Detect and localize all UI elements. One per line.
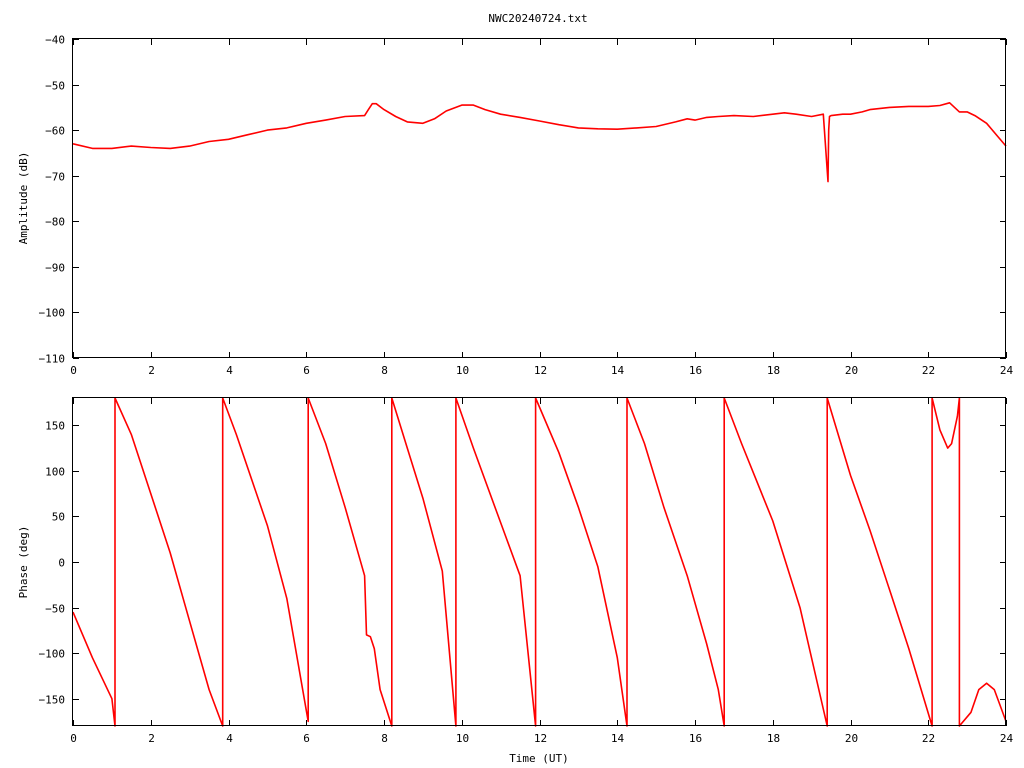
amplitude-y-tick-label: −40 (45, 34, 65, 47)
phase-x-tick-label: 2 (148, 732, 155, 745)
phase-x-tick-label: 20 (845, 732, 858, 745)
phase-y-tick-label: 150 (45, 420, 65, 433)
phase-x-tick-label: 10 (456, 732, 469, 745)
phase-plot-frame (72, 397, 1006, 726)
phase-y-tick-label: −150 (39, 694, 66, 707)
phase-y-tick-label: 0 (58, 557, 65, 570)
amplitude-x-tick-label: 24 (1000, 364, 1014, 377)
amplitude-y-tick-label: −70 (45, 171, 65, 184)
amplitude-x-tick-label: 0 (70, 364, 77, 377)
amplitude-x-tick-label: 20 (845, 364, 858, 377)
phase-x-tick-label: 12 (534, 732, 547, 745)
phase-x-tick-label: 16 (689, 732, 702, 745)
phase-x-tick-label: 18 (767, 732, 780, 745)
amplitude-panel: 0 2 4 6 8 10 12 14 16 18 20 22 24−40−50−60−70−80−90−… (17, 34, 1013, 378)
phase-x-tick-label: 6 (303, 732, 310, 745)
amplitude-series-line (72, 102, 1007, 183)
phase-y-tick-label: 100 (45, 466, 65, 479)
phase-x-tick-label: 4 (226, 732, 233, 745)
phase-y-tick-label: 50 (52, 511, 65, 524)
chart-title: NWC20240724.txt (488, 12, 587, 25)
amplitude-y-axis-label: Amplitude (dB) (17, 152, 30, 245)
phase-panel: 0 2 4 6 8 10 12 14 16 18 20 22 24150100500−50−100−15… (17, 397, 1014, 765)
amplitude-x-tick-label: 12 (534, 364, 547, 377)
phase-x-tick-label: 22 (922, 732, 935, 745)
amplitude-x-tick-label: 6 (303, 364, 310, 377)
amplitude-y-tick-label: −90 (45, 262, 65, 275)
phase-x-tick-label: 24 (1000, 732, 1014, 745)
phase-y-tick-label: −50 (45, 603, 65, 616)
amplitude-y-tick-label: −110 (39, 353, 66, 366)
amplitude-x-tick-label: 2 (148, 364, 155, 377)
phase-x-tick-label: 14 (611, 732, 625, 745)
amplitude-x-tick-label: 16 (689, 364, 702, 377)
amplitude-x-tick-label: 10 (456, 364, 469, 377)
phase-x-tick-label: 8 (381, 732, 388, 745)
amplitude-y-tick-label: −60 (45, 125, 65, 138)
amplitude-x-tick-label: 18 (767, 364, 780, 377)
phase-x-axis-label: Time (UT) (509, 752, 569, 765)
amplitude-plot-frame (72, 38, 1006, 358)
amplitude-y-tick-label: −100 (39, 307, 66, 320)
phase-y-tick-label: −100 (39, 648, 66, 661)
phase-x-tick-label: 0 (70, 732, 77, 745)
amplitude-y-tick-label: −50 (45, 80, 65, 93)
amplitude-x-tick-label: 4 (226, 364, 233, 377)
amplitude-y-tick-label: −80 (45, 216, 65, 229)
amplitude-x-tick-label: 14 (611, 364, 625, 377)
amplitude-x-tick-label: 8 (381, 364, 388, 377)
phase-series-line (72, 397, 1007, 727)
phase-y-axis-label: Phase (deg) (17, 526, 30, 599)
amplitude-x-tick-label: 22 (922, 364, 935, 377)
